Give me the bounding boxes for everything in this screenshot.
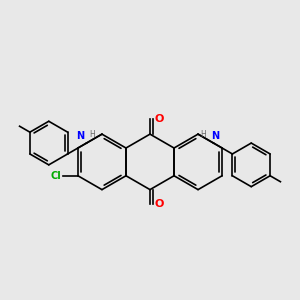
Text: O: O	[155, 200, 164, 209]
Text: H: H	[89, 130, 95, 139]
Text: O: O	[155, 114, 164, 124]
Text: Cl: Cl	[50, 171, 61, 181]
Text: N: N	[212, 131, 220, 141]
Text: H: H	[200, 130, 206, 139]
Text: N: N	[76, 131, 85, 141]
